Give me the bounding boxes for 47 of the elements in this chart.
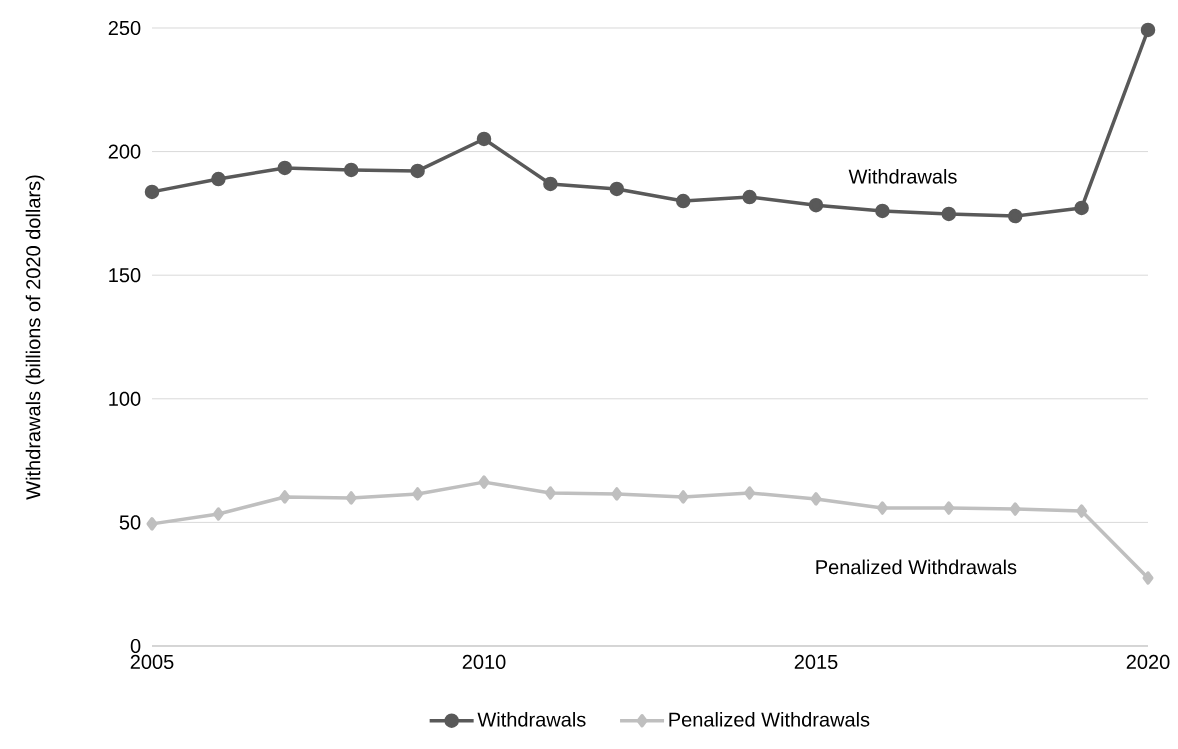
point — [1140, 22, 1156, 38]
point — [1074, 200, 1089, 216]
point — [1007, 208, 1023, 224]
annotation: Penalized Withdrawals — [816, 559, 1017, 575]
point — [544, 486, 556, 500]
annotation: Withdrawals — [848, 168, 957, 184]
point — [611, 487, 623, 501]
y-axis-title: Withdrawals (billions of 2020 dollars) — [25, 175, 45, 500]
legend-label: Penalized Withdrawals — [669, 711, 870, 727]
point — [212, 507, 224, 521]
x-tick-label: 2010 — [462, 654, 506, 670]
point — [343, 162, 359, 178]
point — [146, 517, 158, 531]
point — [345, 491, 357, 505]
point — [1076, 504, 1088, 518]
point — [810, 492, 822, 506]
point — [279, 490, 291, 504]
point — [543, 176, 558, 192]
point — [808, 197, 824, 213]
y-tick-label: 0 — [130, 638, 141, 654]
y-tick-label: 100 — [109, 391, 141, 406]
point — [744, 486, 756, 500]
y-tick-label: 50 — [119, 515, 141, 530]
point — [478, 475, 490, 489]
point — [1009, 502, 1021, 516]
x-tick-label: 2020 — [1126, 654, 1170, 670]
point — [675, 193, 691, 209]
legend-label: Withdrawals — [477, 711, 586, 727]
x-tick-label: 2015 — [794, 654, 838, 670]
y-tick-label: 150 — [109, 268, 141, 283]
point — [277, 160, 293, 176]
point — [410, 163, 425, 179]
point — [943, 501, 955, 515]
x-tick-label: 2005 — [130, 654, 174, 670]
point — [677, 490, 689, 504]
point — [412, 487, 424, 501]
point — [144, 184, 160, 200]
point — [876, 501, 888, 515]
y-tick-label: 250 — [108, 20, 141, 36]
y-tick-label: 200 — [108, 144, 141, 159]
point — [211, 171, 226, 187]
point — [742, 189, 757, 205]
point — [1142, 571, 1154, 585]
point — [476, 131, 492, 147]
point — [875, 203, 890, 219]
point — [609, 181, 625, 197]
point — [941, 206, 957, 222]
